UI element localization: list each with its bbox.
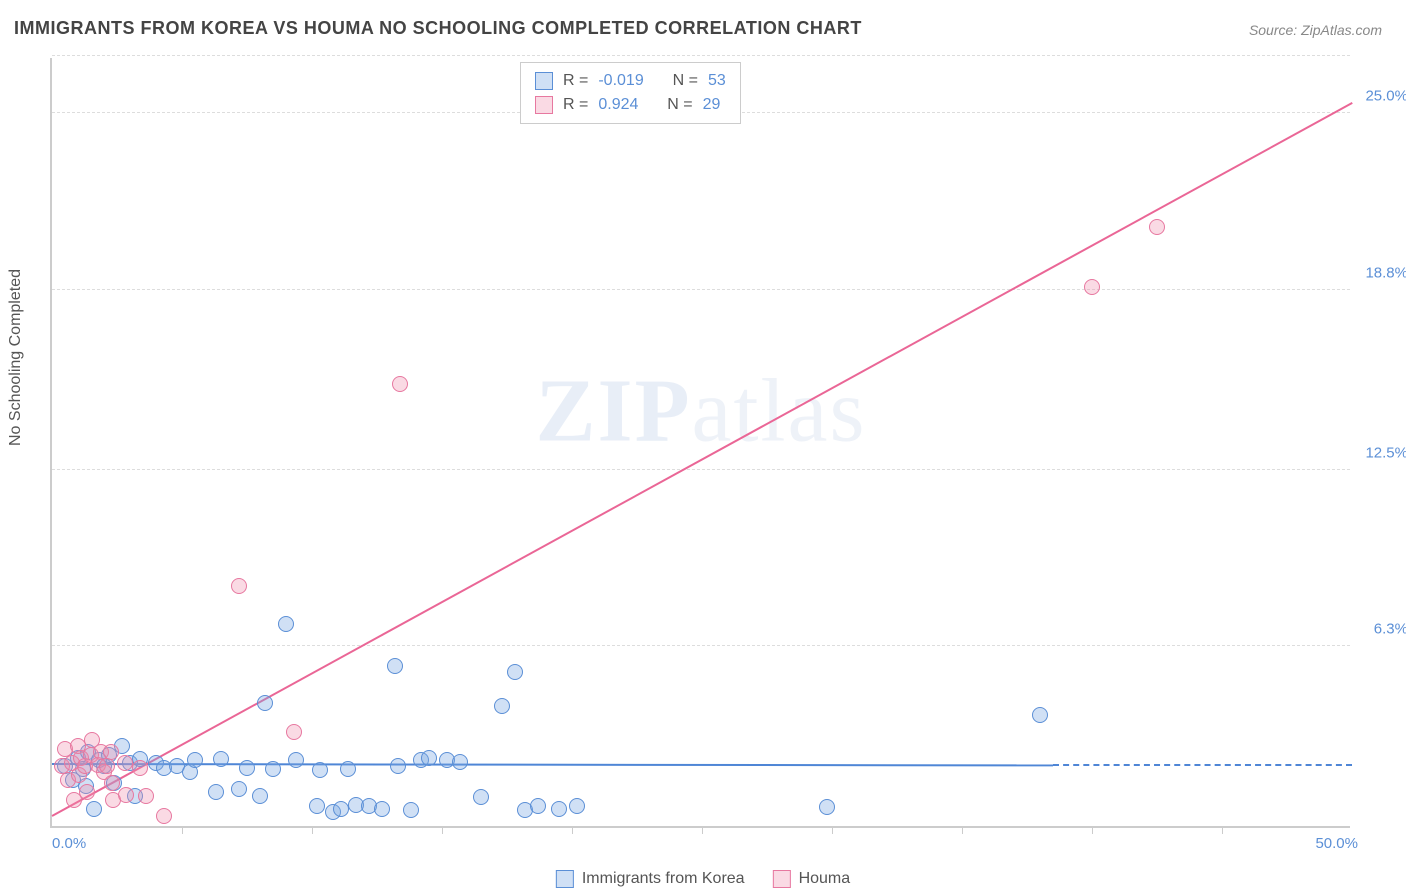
source-attr: Source: ZipAtlas.com: [1249, 22, 1382, 38]
grid-h: [52, 469, 1350, 470]
data-point: [156, 808, 172, 824]
x-tick-label: 0.0%: [52, 835, 86, 852]
data-point: [138, 788, 154, 804]
data-point: [288, 752, 304, 768]
x-tick: [702, 826, 703, 834]
data-point: [79, 784, 95, 800]
legend-item-korea: Immigrants from Korea: [556, 870, 745, 888]
data-point: [507, 664, 523, 680]
data-point: [494, 698, 510, 714]
data-point: [103, 744, 119, 760]
x-tick: [572, 826, 573, 834]
y-tick-label: 18.8%: [1365, 264, 1406, 281]
data-point: [213, 751, 229, 767]
data-point: [403, 802, 419, 818]
data-point: [265, 761, 281, 777]
data-point: [187, 752, 203, 768]
x-tick: [832, 826, 833, 834]
data-point: [374, 801, 390, 817]
data-point: [231, 578, 247, 594]
y-tick-label: 12.5%: [1365, 444, 1406, 461]
watermark: ZIPatlas: [536, 360, 867, 463]
x-tick: [442, 826, 443, 834]
data-point: [387, 658, 403, 674]
x-tick: [182, 826, 183, 834]
data-point: [421, 750, 437, 766]
data-point: [1149, 219, 1165, 235]
x-tick: [312, 826, 313, 834]
data-point: [1084, 279, 1100, 295]
data-point: [392, 376, 408, 392]
legend-bottom: Immigrants from Korea Houma: [556, 870, 850, 888]
data-point: [333, 801, 349, 817]
data-point: [252, 788, 268, 804]
data-point: [390, 758, 406, 774]
y-axis-title: No Schooling Completed: [7, 269, 25, 446]
grid-h: [52, 645, 1350, 646]
data-point: [286, 724, 302, 740]
y-tick-label: 25.0%: [1365, 88, 1406, 105]
watermark-light: atlas: [692, 362, 867, 461]
legend-label-korea: Immigrants from Korea: [582, 870, 745, 888]
legend-top-row: R = 0.924 N = 29: [535, 93, 726, 117]
legend-label-houma: Houma: [799, 870, 851, 888]
watermark-bold: ZIP: [536, 362, 692, 461]
data-point: [231, 781, 247, 797]
data-point: [99, 758, 115, 774]
data-point: [309, 798, 325, 814]
data-point: [118, 787, 134, 803]
trend-line: [1053, 764, 1352, 766]
data-point: [132, 760, 148, 776]
plot-area: ZIPatlas 6.3%12.5%18.8%25.0%0.0%50.0%: [50, 58, 1350, 828]
data-point: [117, 755, 133, 771]
data-point: [1032, 707, 1048, 723]
data-point: [452, 754, 468, 770]
grid-h: [52, 289, 1350, 290]
legend-top: R = -0.019 N = 53R = 0.924 N = 29: [520, 62, 741, 124]
x-tick-label: 50.0%: [1315, 835, 1358, 852]
data-point: [530, 798, 546, 814]
legend-swatch: [535, 96, 553, 114]
legend-top-row: R = -0.019 N = 53: [535, 69, 726, 93]
trend-line: [52, 103, 1353, 818]
data-point: [551, 801, 567, 817]
y-tick-label: 6.3%: [1374, 621, 1406, 638]
data-point: [819, 799, 835, 815]
legend-swatch: [535, 72, 553, 90]
x-tick: [1222, 826, 1223, 834]
data-point: [569, 798, 585, 814]
x-tick: [962, 826, 963, 834]
data-point: [86, 801, 102, 817]
legend-item-houma: Houma: [773, 870, 851, 888]
data-point: [312, 762, 328, 778]
chart-title: IMMIGRANTS FROM KOREA VS HOUMA NO SCHOOL…: [14, 18, 862, 39]
data-point: [278, 616, 294, 632]
data-point: [340, 761, 356, 777]
data-point: [104, 775, 120, 791]
data-point: [208, 784, 224, 800]
data-point: [257, 695, 273, 711]
legend-swatch-houma: [773, 870, 791, 888]
x-tick: [1092, 826, 1093, 834]
data-point: [239, 760, 255, 776]
legend-swatch-korea: [556, 870, 574, 888]
data-point: [473, 789, 489, 805]
